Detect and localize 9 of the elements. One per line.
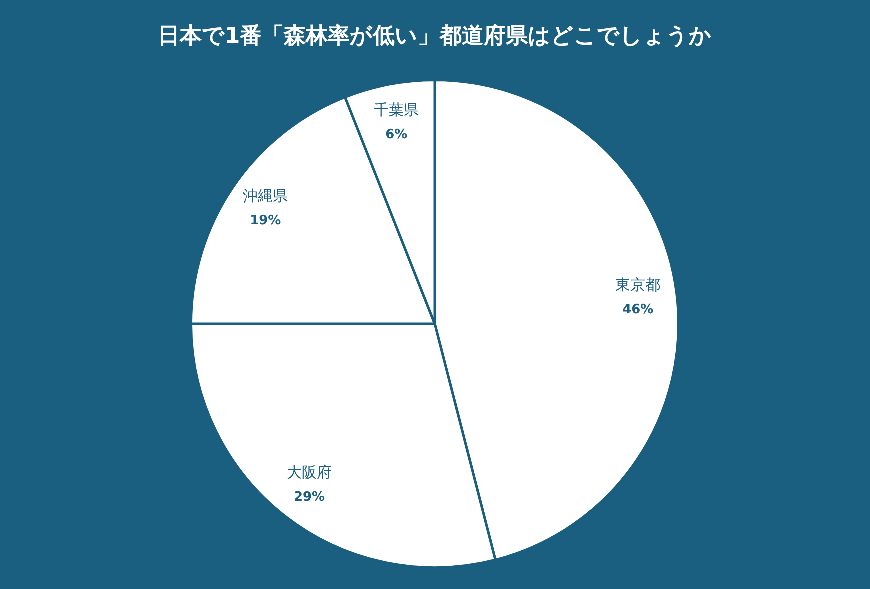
slice-label: 千葉県: [374, 100, 420, 119]
data-label: 46%: [622, 302, 654, 318]
slice-label: 東京都: [616, 276, 661, 294]
slice-label: 大阪府: [287, 464, 332, 482]
data-label: 6%: [386, 127, 408, 142]
data-label: 29%: [294, 490, 326, 506]
chart-title: 日本で1番「森林率が低い」都道府県はどこでしょうか: [158, 22, 712, 49]
data-label: 19%: [250, 213, 282, 228]
slice-label: 沖縄県: [243, 186, 288, 205]
